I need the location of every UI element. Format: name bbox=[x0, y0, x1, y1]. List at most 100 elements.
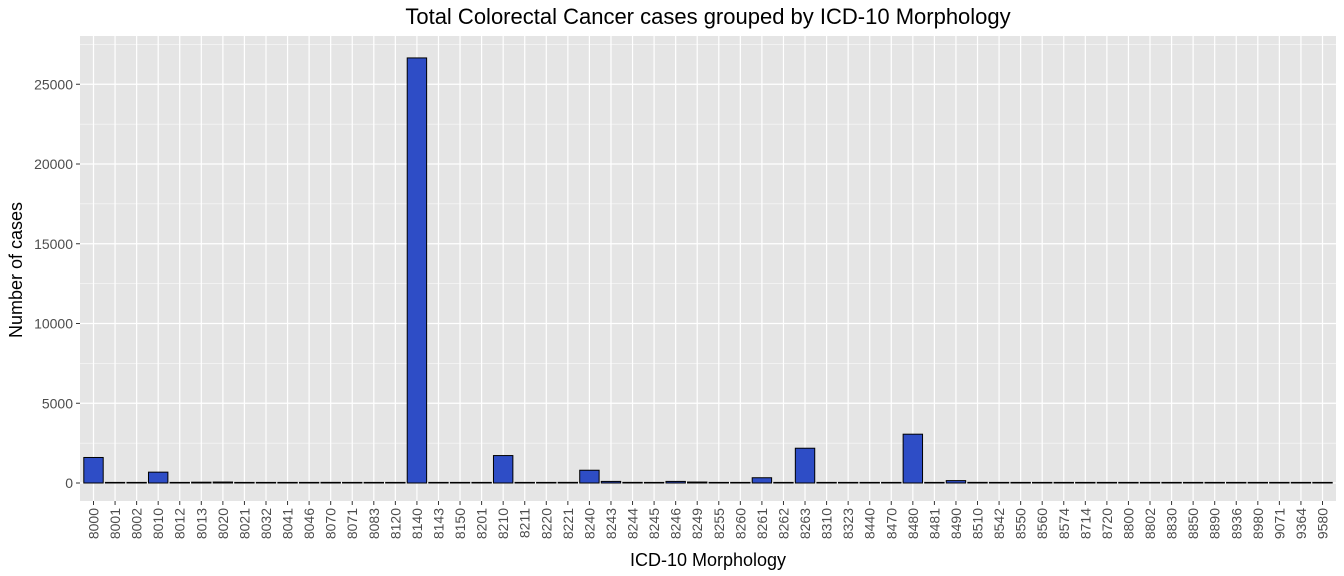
x-tick-label: 8243 bbox=[603, 508, 619, 539]
x-tick-label: 9580 bbox=[1315, 508, 1331, 539]
x-tick-label: 8210 bbox=[495, 508, 511, 539]
bar-8221 bbox=[557, 481, 579, 484]
x-tick-label: 9364 bbox=[1293, 508, 1309, 539]
x-tick-label: 8490 bbox=[948, 508, 964, 539]
x-axis-ticks: 8000 8001 8002 8010 8012 8013 8020 8021 8032 8041… bbox=[86, 501, 1331, 539]
bar-8560 bbox=[1031, 481, 1053, 484]
bar-8070 bbox=[320, 481, 341, 484]
bar-8510 bbox=[967, 481, 988, 484]
bar-8260 bbox=[730, 481, 751, 484]
bar-8211 bbox=[514, 481, 535, 484]
x-tick-label: 8800 bbox=[1120, 508, 1136, 539]
x-tick-label: 8240 bbox=[581, 508, 597, 539]
x-tick-label: 8262 bbox=[775, 508, 791, 539]
panel-background bbox=[80, 36, 1336, 501]
x-tick-label: 8510 bbox=[970, 508, 986, 539]
x-tick-label: 8120 bbox=[387, 508, 403, 539]
bar-9364 bbox=[1290, 481, 1312, 484]
x-tick-label: 8323 bbox=[840, 508, 856, 539]
bar-8574 bbox=[1053, 481, 1074, 484]
bar-8261 bbox=[751, 477, 773, 484]
bar-8255 bbox=[708, 481, 729, 484]
x-tick-label: 8310 bbox=[819, 508, 835, 539]
x-tick-label: 8936 bbox=[1228, 508, 1244, 539]
y-tick-label: 20000 bbox=[34, 156, 73, 172]
x-tick-label: 8083 bbox=[366, 508, 382, 539]
bar-8714 bbox=[1075, 481, 1096, 484]
minor-gridlines bbox=[80, 44, 1336, 444]
x-tick-label: 8032 bbox=[258, 508, 274, 539]
bar-8140 bbox=[406, 57, 428, 484]
x-tick-label: 8263 bbox=[797, 508, 813, 539]
x-tick-label: 8980 bbox=[1250, 508, 1266, 539]
bar-8245 bbox=[643, 481, 665, 484]
bar-8890 bbox=[1204, 481, 1225, 484]
x-tick-label: 8440 bbox=[862, 508, 878, 539]
bar-8440 bbox=[859, 481, 880, 484]
bar-8002 bbox=[126, 481, 147, 484]
bar-8001 bbox=[104, 481, 126, 484]
bar-8020 bbox=[212, 481, 234, 484]
bar-8243 bbox=[600, 480, 622, 484]
x-tick-label: 8010 bbox=[150, 508, 166, 539]
x-tick-label: 8150 bbox=[452, 508, 468, 539]
x-tick-label: 8020 bbox=[215, 508, 231, 539]
y-tick-label: 25000 bbox=[34, 76, 73, 92]
x-tick-label: 8830 bbox=[1164, 508, 1180, 539]
x-tick-label: 9071 bbox=[1271, 508, 1287, 539]
chart-title: Total Colorectal Cancer cases grouped by… bbox=[405, 4, 1010, 29]
x-tick-label: 8249 bbox=[689, 508, 705, 539]
x-tick-label: 8246 bbox=[668, 508, 684, 539]
bar-8850 bbox=[1182, 481, 1204, 484]
bar-8032 bbox=[255, 481, 277, 484]
x-tick-label: 8046 bbox=[301, 508, 317, 539]
x-tick-label: 8260 bbox=[732, 508, 748, 539]
bar-8244 bbox=[622, 481, 643, 484]
x-tick-label: 8143 bbox=[430, 508, 446, 539]
bar-8262 bbox=[773, 481, 794, 484]
x-tick-label: 8850 bbox=[1185, 508, 1201, 539]
y-tick-label: 15000 bbox=[34, 236, 73, 252]
bar-8010 bbox=[147, 471, 169, 484]
x-tick-label: 8560 bbox=[1034, 508, 1050, 539]
x-tick-label: 8071 bbox=[344, 508, 360, 539]
bar-8246 bbox=[665, 480, 686, 484]
bar-8263 bbox=[794, 447, 816, 484]
bar-8240 bbox=[579, 469, 600, 484]
bar-8936 bbox=[1226, 481, 1247, 484]
bar-8490 bbox=[945, 480, 967, 484]
bar-8046 bbox=[298, 481, 320, 484]
bar-8150 bbox=[449, 481, 471, 484]
x-tick-label: 8221 bbox=[560, 508, 576, 539]
x-tick-label: 8012 bbox=[172, 508, 188, 539]
x-tick-label: 8140 bbox=[409, 508, 425, 539]
x-tick-label: 8245 bbox=[646, 508, 662, 539]
bar-8000 bbox=[83, 456, 104, 484]
x-tick-label: 8481 bbox=[926, 508, 942, 539]
x-tick-label: 8070 bbox=[323, 508, 339, 539]
bar-8542 bbox=[988, 481, 1010, 484]
x-tick-label: 8021 bbox=[236, 508, 252, 539]
x-axis-title: ICD-10 Morphology bbox=[630, 550, 786, 570]
x-tick-label: 8041 bbox=[280, 508, 296, 539]
x-tick-label: 8480 bbox=[905, 508, 921, 539]
bar-8013 bbox=[191, 481, 212, 484]
x-tick-label: 8574 bbox=[1056, 508, 1072, 539]
y-tick-label: 10000 bbox=[34, 316, 73, 332]
bars bbox=[83, 57, 1333, 484]
bar-8201 bbox=[471, 481, 492, 484]
bar-8012 bbox=[169, 481, 190, 484]
x-tick-label: 8001 bbox=[107, 508, 123, 539]
bar-8480 bbox=[902, 433, 924, 484]
bar-8323 bbox=[837, 481, 859, 484]
bar-8800 bbox=[1118, 481, 1139, 484]
y-axis-title: Number of cases bbox=[6, 202, 26, 338]
bar-8310 bbox=[816, 481, 837, 484]
bar-8220 bbox=[536, 481, 557, 484]
bar-8481 bbox=[924, 481, 945, 484]
x-tick-label: 8211 bbox=[517, 508, 533, 538]
x-tick-label: 8261 bbox=[754, 508, 770, 539]
bar-8249 bbox=[687, 481, 708, 484]
bar-8041 bbox=[277, 481, 298, 484]
